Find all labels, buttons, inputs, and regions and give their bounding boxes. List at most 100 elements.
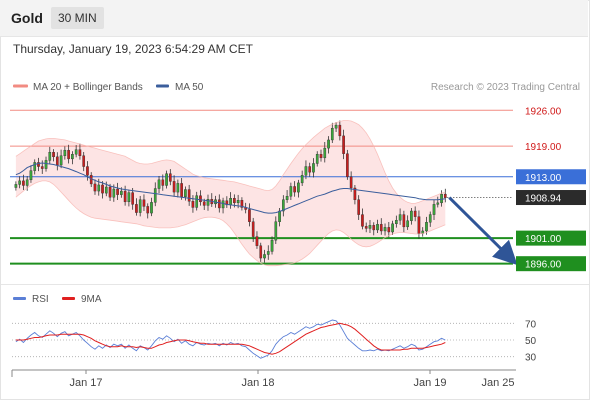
bollinger-legend-label: MA 20 + Bollinger Bands [33,82,143,93]
candle-body [138,199,142,213]
candle-body [334,124,338,129]
candle-body [251,221,255,237]
rsi-legend-swatch [13,297,26,300]
candle-body [82,155,86,167]
candle-body [312,163,315,173]
copyright-text: Research © 2023 Trading Central [431,82,580,93]
candle-body [18,180,21,185]
x-tick-label: Jan 25 [481,377,514,389]
x-tick-label: Jan 17 [69,377,102,389]
price-legend: MA 20 + Bollinger Bands MA 50 Research ©… [13,82,580,93]
candle-body [202,201,206,206]
candle-body [217,199,221,209]
candle-body [240,200,244,208]
candle-body [150,202,153,214]
candle-body [372,225,376,231]
candle-body [55,156,59,166]
candle-body [157,179,161,189]
candle-body [402,214,406,228]
candle-body [165,173,168,186]
candle-body [233,198,236,204]
candle-body [395,220,398,225]
candle-body [221,200,225,209]
candle-body [112,188,116,198]
timestamp: Thursday, January 19, 2023 6:54:29 AM CE… [13,42,253,56]
candle-body [142,199,146,207]
candle-body [104,186,108,194]
candle-body [432,204,436,215]
candle-body [304,166,308,176]
candle-body [266,251,270,255]
candle-body [406,220,409,228]
candle-body [40,166,44,169]
current-price-label: 1908.94 [525,194,562,205]
candle-body [368,225,372,229]
level-lines [10,109,513,265]
candle-body [274,221,278,241]
ma50-line [15,162,446,214]
candle-body [342,135,345,154]
candle-body [52,152,55,158]
bollinger-lower-line [15,180,446,267]
candle-body [338,124,342,137]
candle-body [199,195,202,203]
candlesticks [14,120,447,263]
candle-body [428,214,432,223]
rsi-legend: RSI 9MA [13,294,102,305]
candle-body [67,149,70,160]
candle-body [270,239,274,252]
rsi-panel: 70 50 30 [12,319,537,364]
candle-body [187,189,191,202]
candle-body [327,139,330,149]
candle-body [123,190,127,203]
candle-body [289,186,293,197]
candle-body [443,193,447,198]
candle-body [259,245,263,259]
candle-body [391,223,394,233]
candle-body [195,195,199,208]
x-tick-label: Jan 19 [413,377,446,389]
level-label: 1901.00 [525,234,562,245]
candle-body [379,224,383,232]
x-axis: Jan 17 Jan 18 Jan 19 Jan 25 [11,369,516,389]
bollinger-upper-line [15,120,446,204]
candle-body [410,210,413,221]
candle-body [206,199,210,206]
candle-body [315,154,319,164]
candle-body [440,193,443,204]
candle-body [22,180,25,186]
candle-body [116,188,119,195]
forecast-arrow [448,196,518,266]
candle-body [236,200,240,204]
candle-body [180,183,183,197]
candle-body [71,154,74,160]
candle-body [29,170,33,181]
ma50-legend-swatch [156,84,169,88]
candle-body [168,173,172,182]
rsi-level-label: 50 [525,336,537,347]
ma50-legend-label: MA 50 [175,82,204,93]
candle-body [120,190,123,195]
candle-body [425,222,428,232]
candle-body [172,181,176,193]
rsi-level-label: 30 [525,353,537,364]
timeframe-badge[interactable]: 30 MIN [51,7,104,29]
candle-body [44,160,48,169]
candle-body [37,162,40,167]
candle-body [361,214,364,227]
candle-body [86,166,89,176]
level-labels: 1926.00 1919.00 1913.00 1901.00 1896.00 1908.… [516,106,586,272]
rsi-ma9-line [15,322,446,355]
candle-body [78,149,82,156]
candle-body [263,254,266,259]
candle-body [387,227,391,233]
moving-average-lines [15,120,518,267]
instrument-title: Gold [11,10,43,26]
rsi-level-label: 70 [525,319,537,330]
ma9-legend-label: 9MA [81,294,102,305]
candle-body [25,179,29,186]
candle-body [74,149,78,155]
candle-body [191,201,195,208]
candle-body [255,236,259,246]
